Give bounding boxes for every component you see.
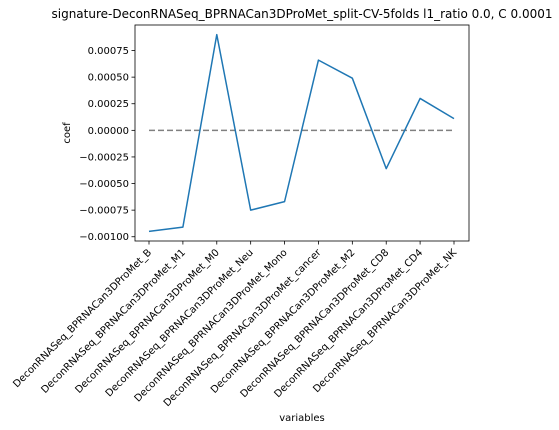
- axes-frame: [134, 24, 470, 242]
- y-tick-label: −0.00100: [79, 232, 129, 243]
- y-tick-label: −0.00050: [79, 179, 129, 190]
- x-tick-label: DeconRNASeq_BPRNACan3DProMet_cancer: [162, 247, 324, 409]
- y-tick-label: 0.00075: [88, 46, 129, 57]
- plot-area: [134, 24, 470, 242]
- y-axis-ticks: −0.00100 −0.00075 −0.00050 −0.00025 0.00000 0…: [79, 46, 135, 243]
- y-tick-label: 0.00000: [88, 126, 129, 137]
- x-axis-label: variables: [279, 413, 325, 424]
- x-axis-ticks: DeconRNASeq_BPRNACan3DProMet_BDeconRNASe…: [11, 241, 459, 409]
- y-tick-label: −0.00075: [79, 206, 129, 217]
- chart-title: signature-DeconRNASeq_BPRNACan3DProMet_s…: [52, 7, 553, 21]
- y-tick-label: −0.00025: [79, 152, 129, 163]
- y-tick-label: 0.00050: [88, 73, 129, 84]
- y-tick-label: 0.00025: [88, 99, 129, 110]
- y-axis-label: coef: [62, 122, 73, 144]
- series-line: [148, 33, 455, 233]
